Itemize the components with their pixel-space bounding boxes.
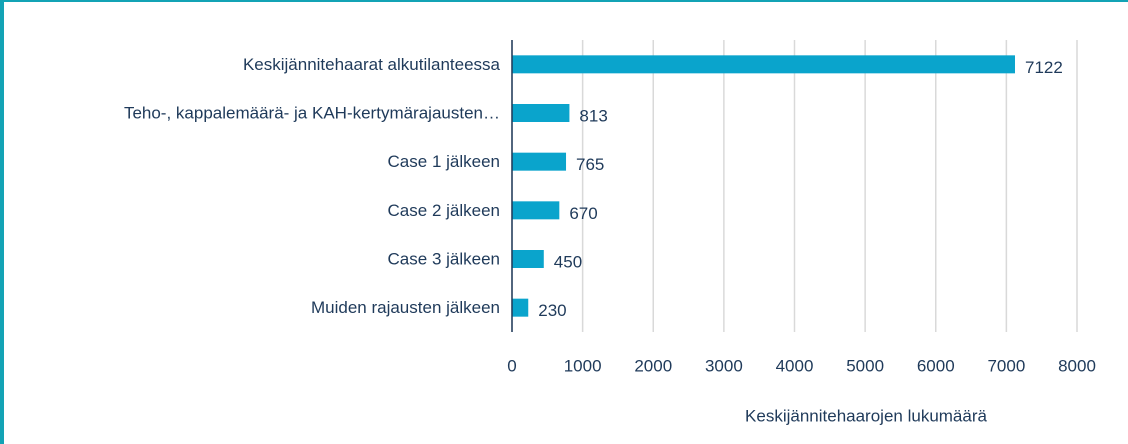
x-axis-title: Keskijännitehaarojen lukumäärä — [745, 406, 987, 425]
x-tick-label: 0 — [507, 356, 516, 375]
x-tick-label: 4000 — [776, 356, 814, 375]
x-tick-label: 2000 — [634, 356, 672, 375]
bar — [512, 104, 570, 122]
value-label: 230 — [538, 301, 566, 320]
y-tick-label: Keskijännitehaarat alkutilanteessa — [243, 55, 501, 74]
value-label: 7122 — [1025, 58, 1063, 77]
x-tick-label: 7000 — [987, 356, 1025, 375]
bar — [512, 55, 1015, 74]
x-tick-label: 5000 — [846, 356, 884, 375]
x-tick-label: 8000 — [1058, 356, 1096, 375]
y-tick-label: Case 1 jälkeen — [388, 152, 500, 171]
y-tick-label: Case 2 jälkeen — [388, 201, 500, 220]
value-label: 450 — [554, 252, 582, 271]
bar — [512, 298, 529, 317]
bar — [512, 152, 567, 171]
value-label: 670 — [569, 204, 597, 223]
bar — [512, 201, 560, 220]
value-label: 765 — [576, 155, 604, 174]
y-tick-label: Teho-, kappalemäärä- ja KAH-kertymärajau… — [124, 103, 500, 122]
chart: Keskijännitehaarojen lukumäärä 0 1000 2000… — [124, 40, 1096, 425]
x-tick-label: 3000 — [705, 356, 743, 375]
x-tick-label: 1000 — [564, 356, 602, 375]
value-label: 813 — [579, 106, 607, 125]
y-tick-label: Muiden rajausten jälkeen — [311, 298, 500, 317]
y-tick-label: Case 3 jälkeen — [388, 249, 500, 268]
bar — [512, 250, 544, 268]
x-tick-label: 6000 — [917, 356, 955, 375]
